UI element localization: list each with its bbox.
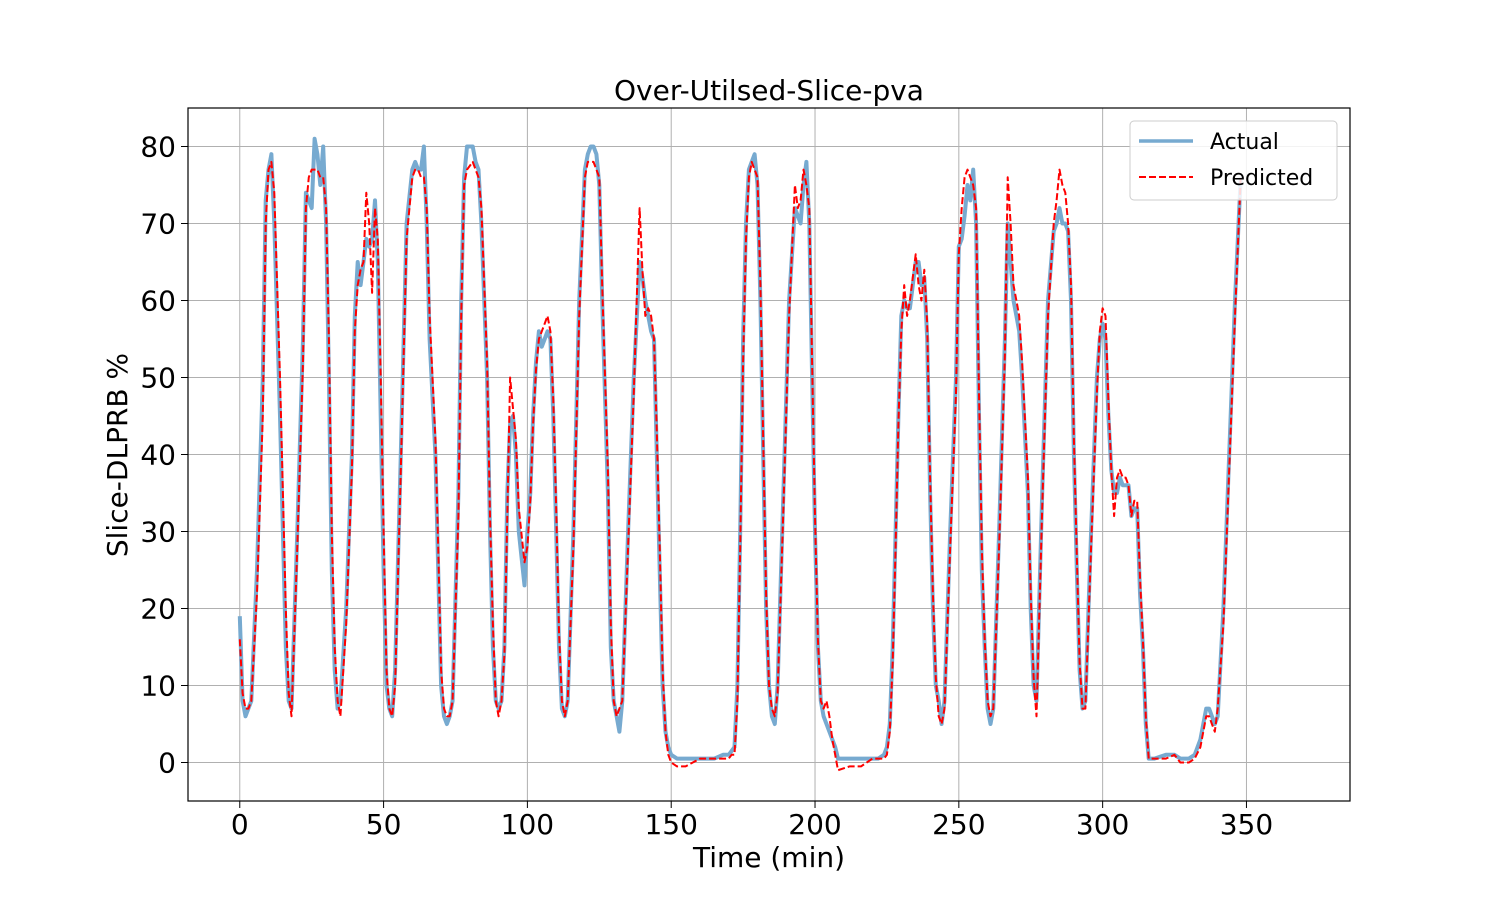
y-tick-label: 60 xyxy=(140,285,176,318)
y-tick-label: 70 xyxy=(140,208,176,241)
chart-title: Over-Utilsed-Slice-pva xyxy=(614,74,924,107)
y-tick-label: 30 xyxy=(140,516,176,549)
x-axis-label: Time (min) xyxy=(692,841,845,874)
x-tick-label: 200 xyxy=(788,808,841,841)
x-tick-label: 50 xyxy=(366,808,402,841)
legend-label-predicted: Predicted xyxy=(1210,166,1313,191)
y-tick-label: 80 xyxy=(140,131,176,164)
y-tick-label: 20 xyxy=(140,593,176,626)
x-tick-label: 150 xyxy=(644,808,697,841)
y-axis-label: Slice-DLPRB % xyxy=(101,353,134,557)
y-tick-label: 10 xyxy=(140,670,176,703)
y-tick-label: 40 xyxy=(140,439,176,472)
y-tick-label: 50 xyxy=(140,362,176,395)
x-tick-label: 0 xyxy=(231,808,249,841)
x-tick-label: 250 xyxy=(932,808,985,841)
axis-ticks: 0 50 100 150 200 250 300 350 0 10 20 30 40 50 60 70 80 xyxy=(140,131,1273,842)
series-line-predicted xyxy=(238,160,1242,772)
series-line-actual xyxy=(237,136,1243,761)
legend-label-actual: Actual xyxy=(1210,130,1279,155)
series-layer xyxy=(237,136,1243,772)
x-tick-label: 300 xyxy=(1076,808,1129,841)
x-tick-label: 100 xyxy=(501,808,554,841)
legend: Actual Predicted xyxy=(1129,120,1338,201)
y-tick-label: 0 xyxy=(158,747,176,780)
x-tick-label: 350 xyxy=(1220,808,1273,841)
